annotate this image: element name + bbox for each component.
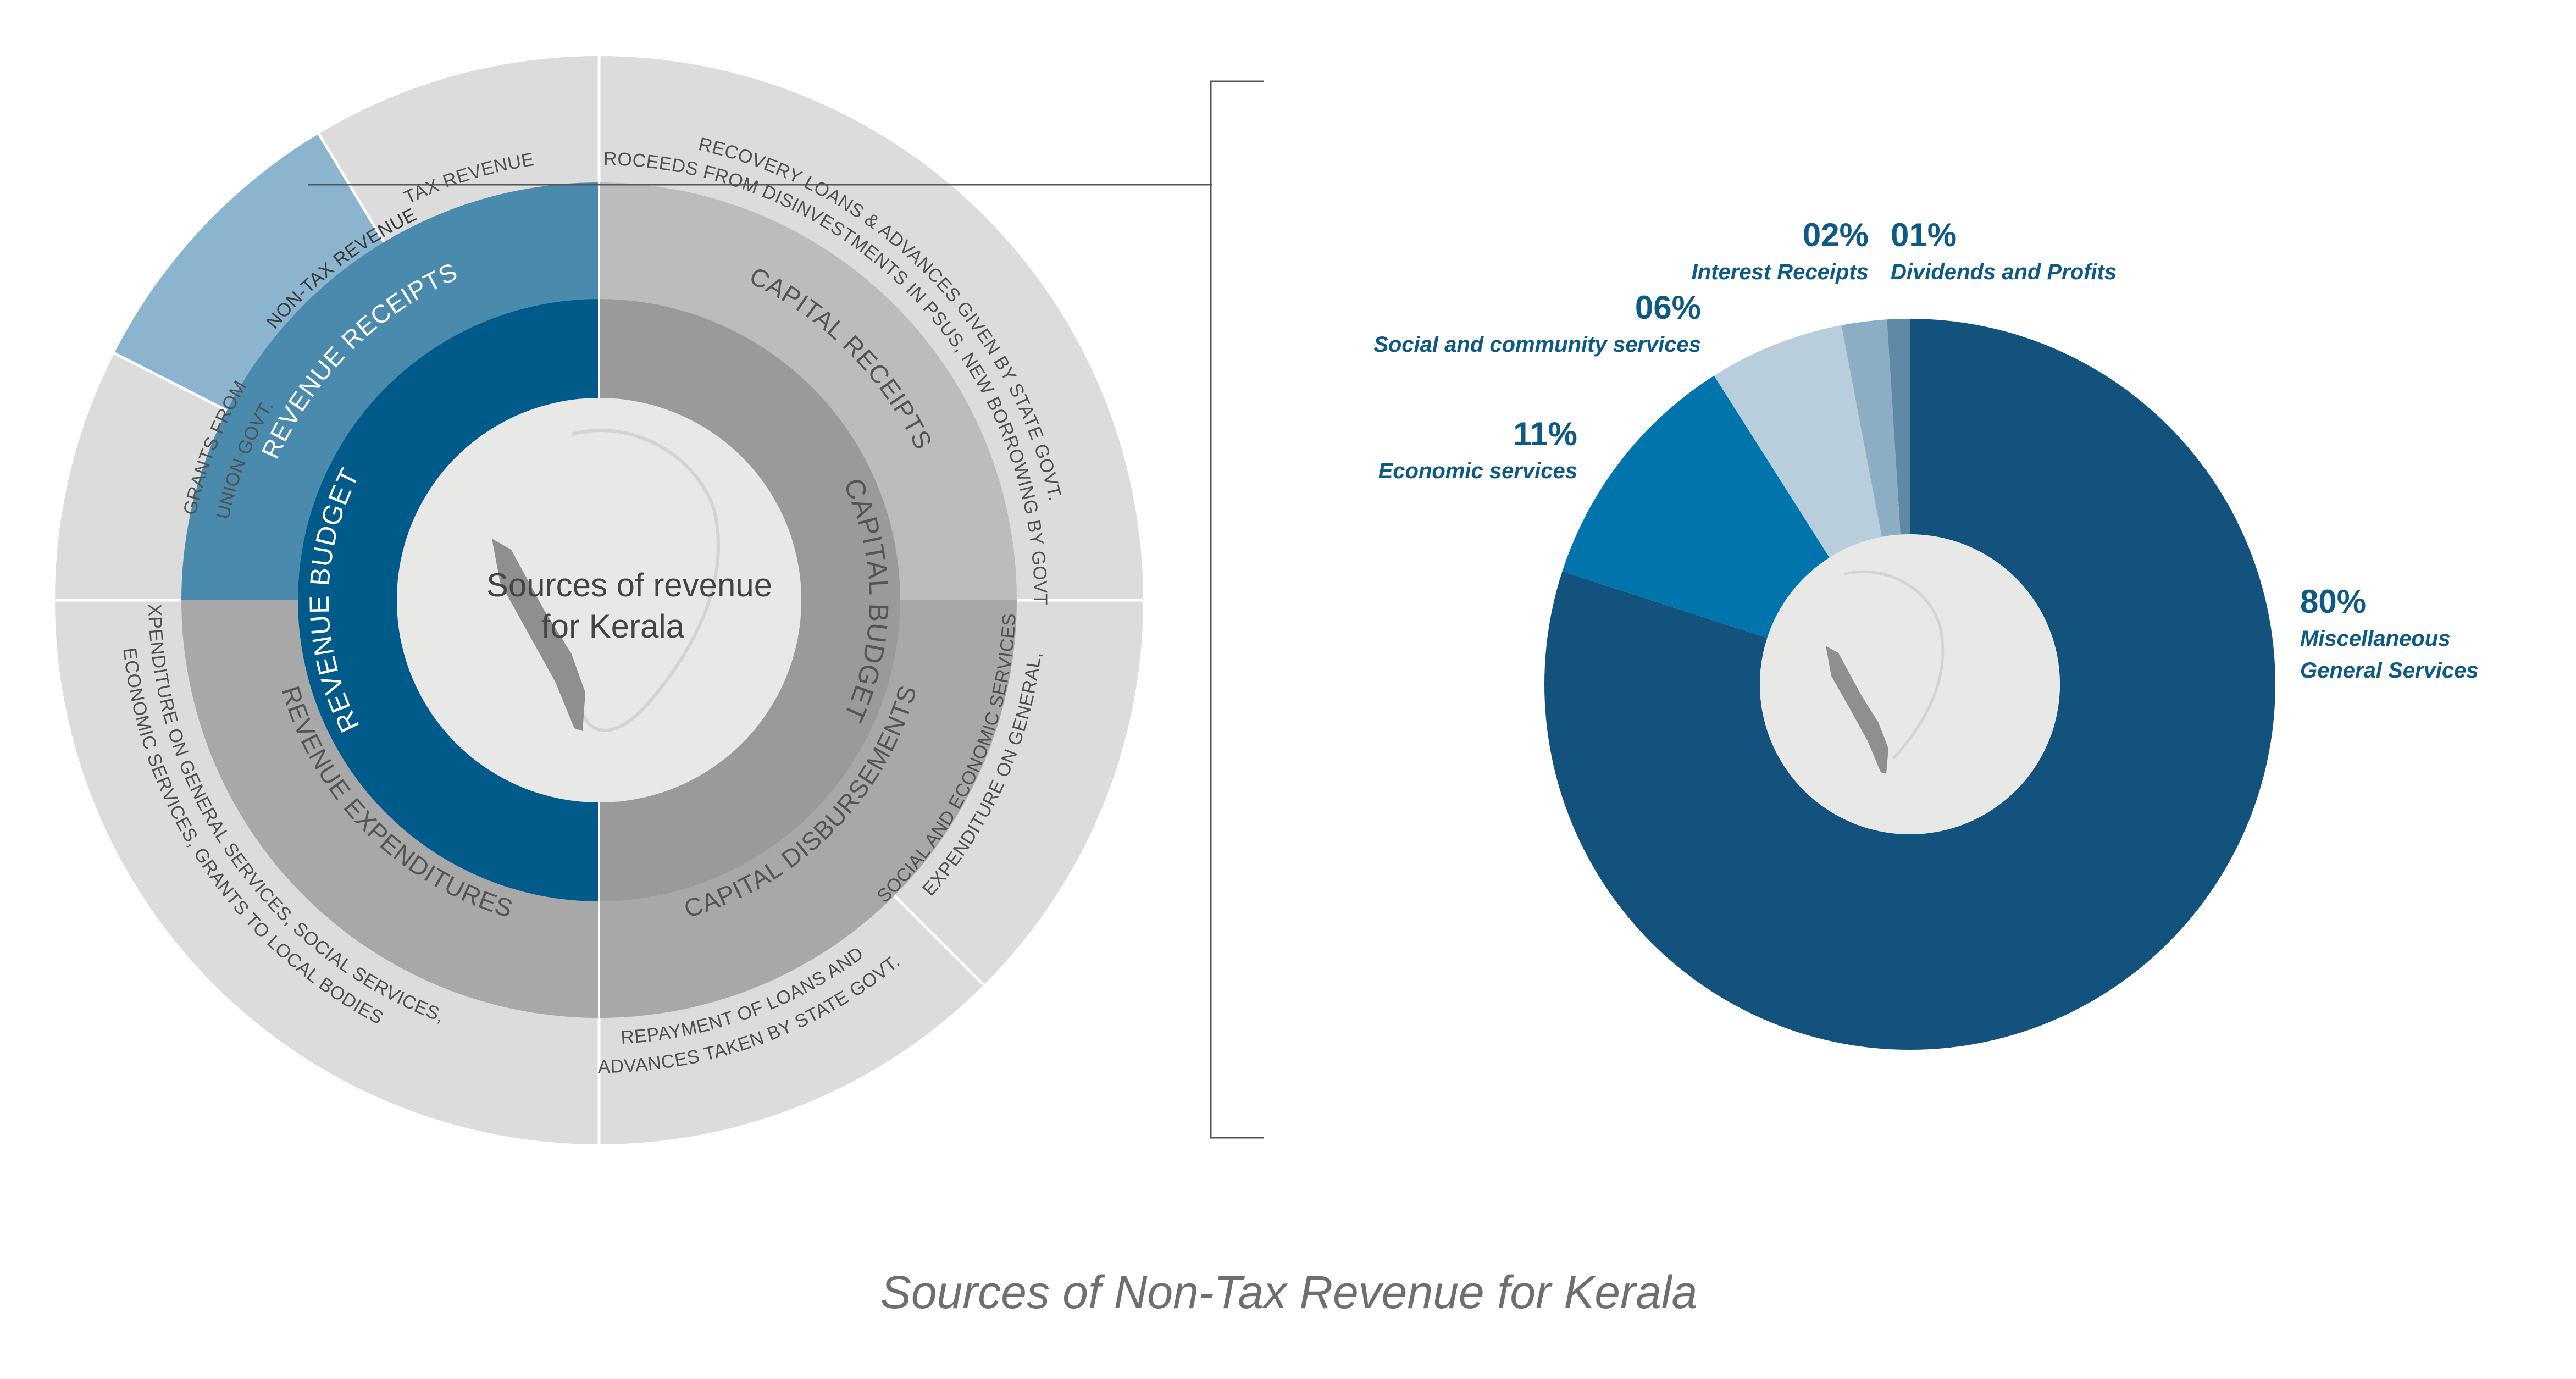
page-title: Sources of Non-Tax Revenue for Kerala <box>880 1266 1697 1318</box>
slice-percent-label: 80% <box>2300 583 2366 620</box>
non-tax-revenue-segment <box>114 134 384 411</box>
kerala-map-icon <box>492 428 720 732</box>
donut-slice <box>1544 319 2276 1050</box>
donut-center-disc <box>1760 534 2060 834</box>
donut-labels: 80% Miscellaneous General Services 11% Econo… <box>1373 217 2478 683</box>
slice-category-label-line2: General Services <box>2300 658 2479 683</box>
kerala-map-icon-small <box>1826 646 1888 774</box>
revenue-expenditures-segment <box>181 600 599 1018</box>
revenue-receipts-segment <box>181 182 599 600</box>
revenue-structure-diagram: Sources of revenue for Kerala CAPITAL BU… <box>0 0 1143 1144</box>
slice-percent-label: 11% <box>1513 416 1577 452</box>
slice-category-label: Interest Receipts <box>1692 260 1869 284</box>
slice-percent-label: 01% <box>1891 217 1957 253</box>
donut-center <box>1760 534 2060 834</box>
revenue-budget-segment <box>298 299 599 901</box>
slice-category-label: Social and community services <box>1373 333 1701 357</box>
connector-bracket <box>308 80 1264 1139</box>
capital-receipts-segment <box>599 182 1017 600</box>
non-tax-revenue-donut-chart <box>1544 319 2276 1050</box>
donut-slice <box>1714 325 1882 558</box>
slice-percent-label: 06% <box>1635 289 1701 326</box>
donut-slice <box>1562 375 1830 638</box>
capital-disbursements-segment <box>599 600 1017 1018</box>
slice-category-label: Dividends and Profits <box>1891 260 2117 284</box>
center-disc <box>397 398 801 802</box>
center-title-line2: for Kerala <box>541 608 685 645</box>
center-title-line1: Sources of revenue <box>486 567 772 603</box>
slice-category-label: Miscellaneous <box>2300 627 2450 651</box>
capital-budget-segment <box>599 299 900 901</box>
slice-category-label: Economic services <box>1378 459 1577 483</box>
slice-percent-label: 02% <box>1803 217 1869 253</box>
donut-slice <box>1841 319 1901 537</box>
donut-slice <box>1887 319 1910 535</box>
